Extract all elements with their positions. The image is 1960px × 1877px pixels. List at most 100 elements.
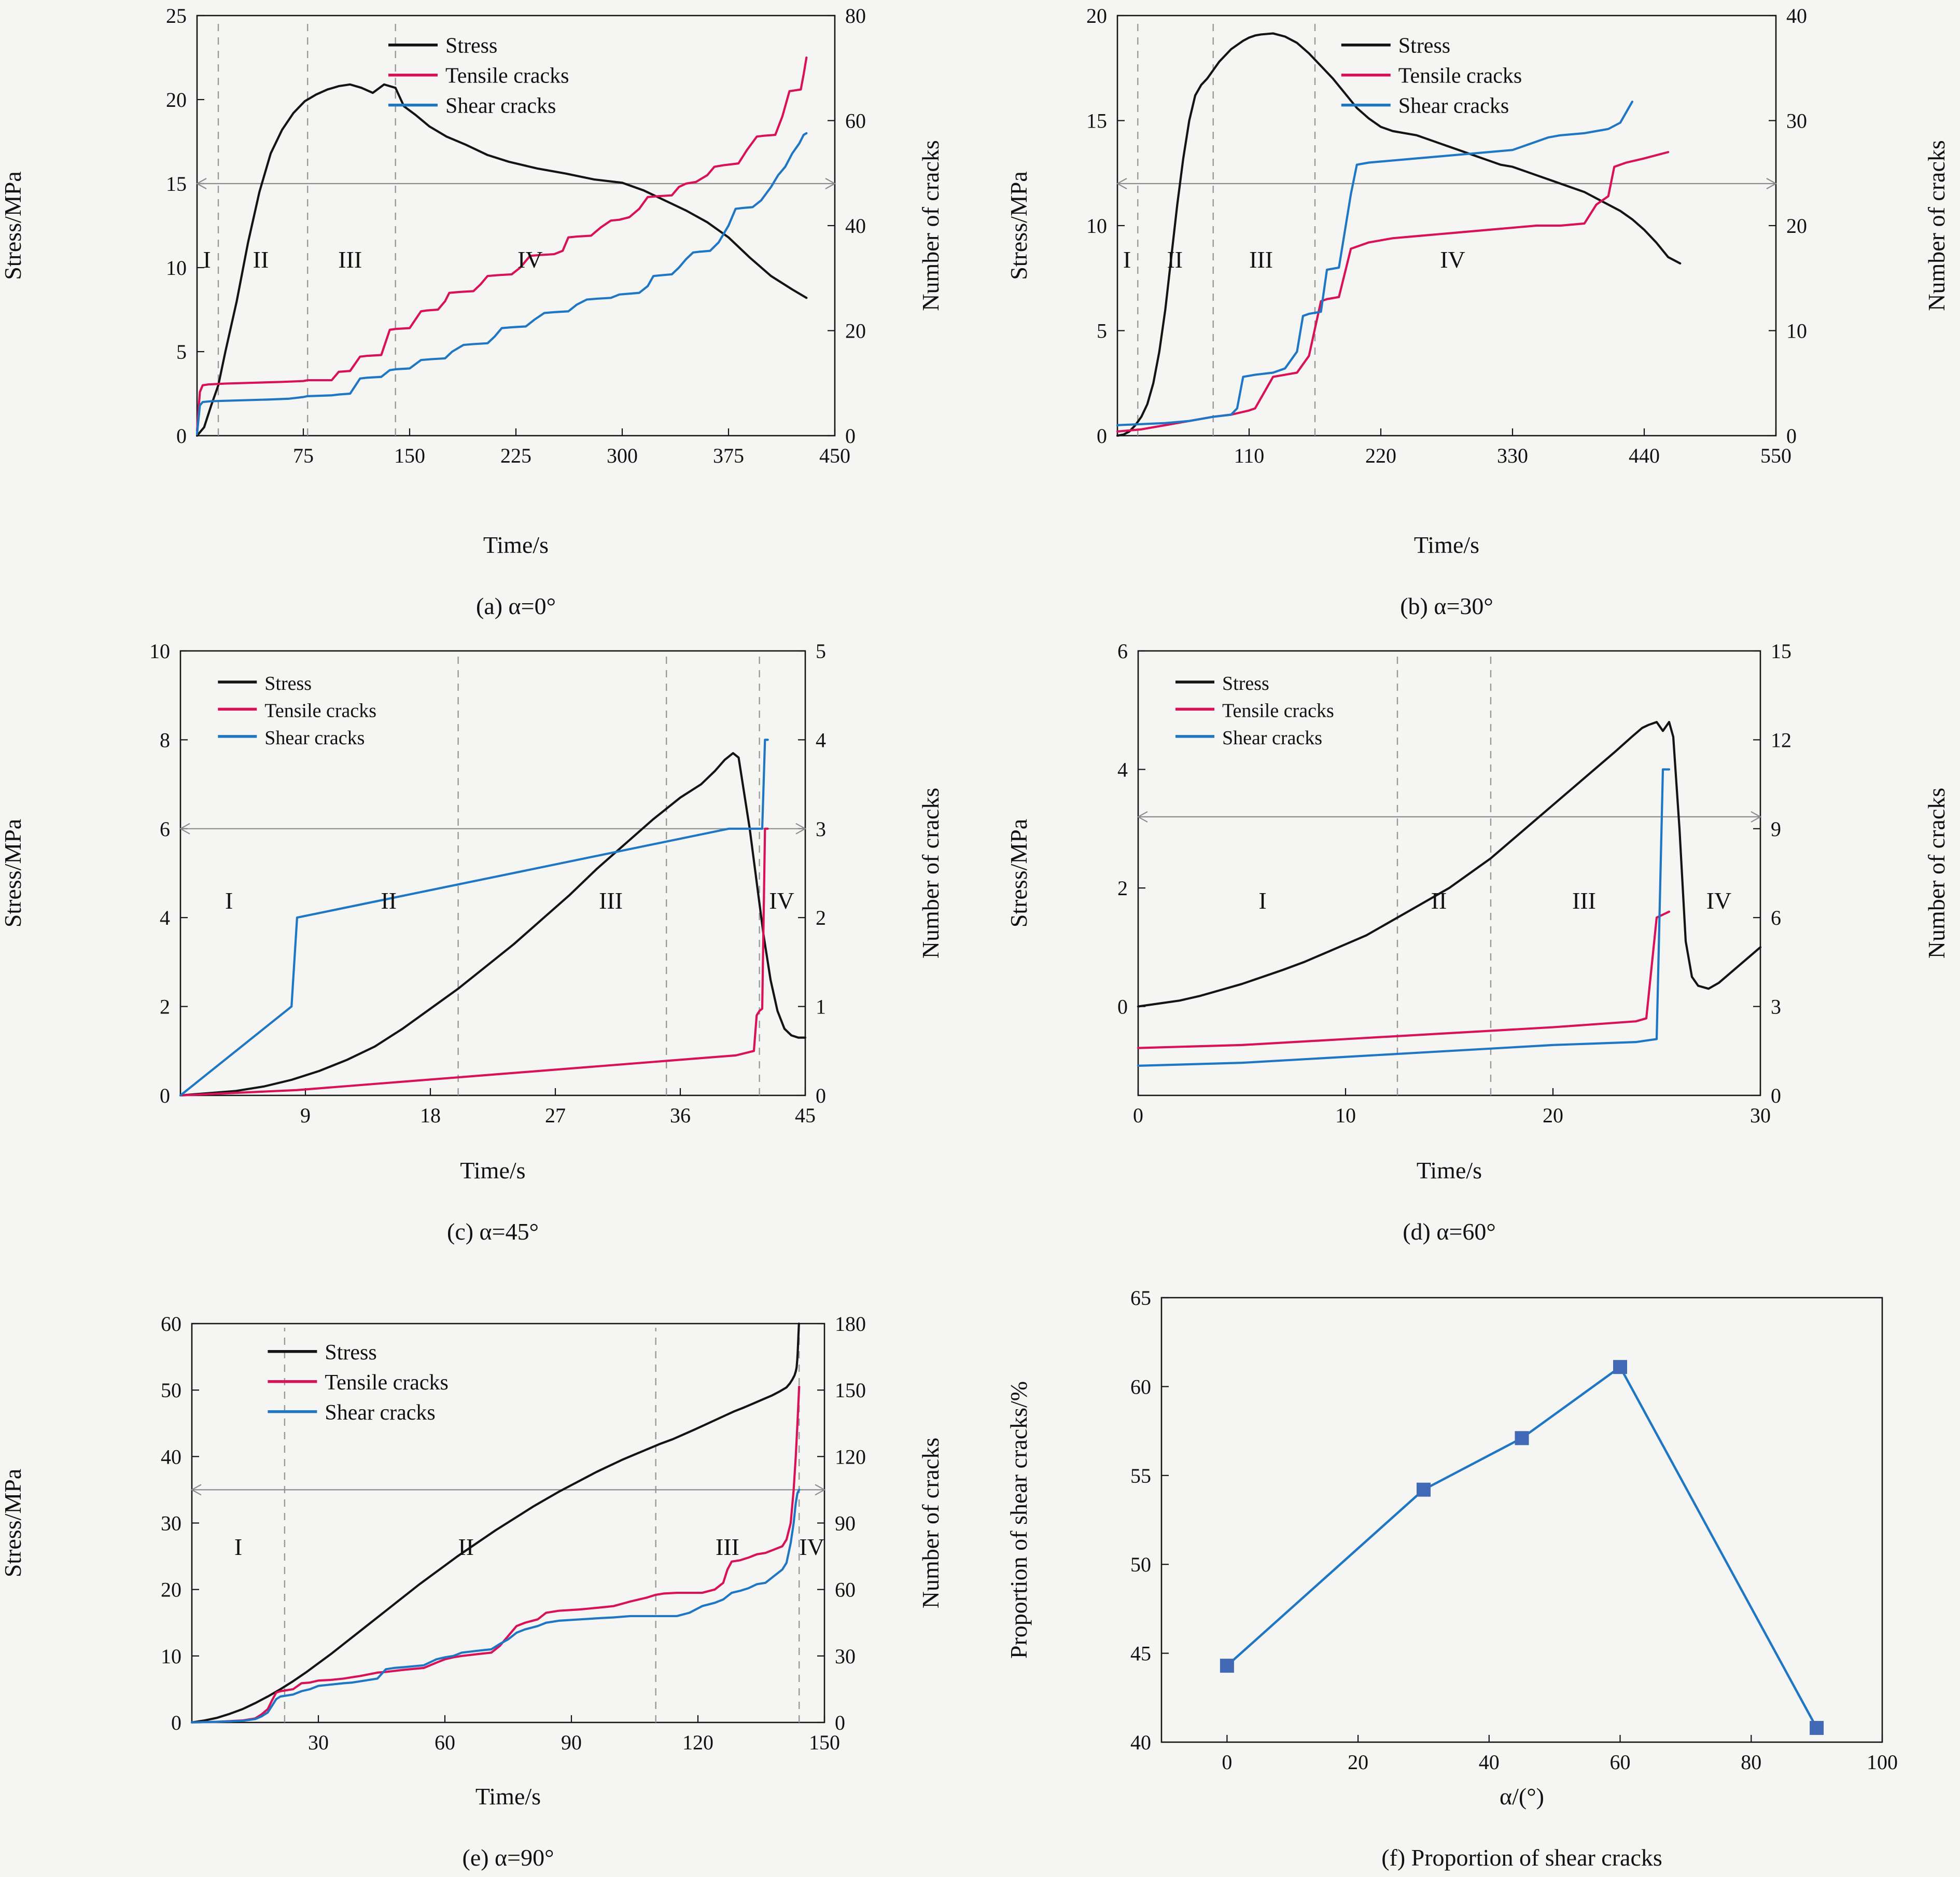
svg-text:IV: IV	[769, 887, 794, 914]
svg-text:60: 60	[435, 1731, 455, 1754]
svg-text:Shear cracks: Shear cracks	[1398, 94, 1509, 118]
svg-text:60: 60	[161, 1312, 181, 1336]
svg-text:0: 0	[1133, 1104, 1143, 1127]
svg-text:30: 30	[1750, 1104, 1771, 1127]
svg-text:Stress: Stress	[1398, 34, 1450, 58]
svg-text:Number of cracks: Number of cracks	[1923, 788, 1950, 959]
svg-text:36: 36	[670, 1104, 691, 1127]
svg-text:II: II	[381, 887, 397, 914]
svg-text:4: 4	[160, 906, 170, 929]
svg-text:9: 9	[300, 1104, 311, 1127]
svg-text:60: 60	[845, 109, 866, 133]
svg-text:15: 15	[166, 172, 187, 196]
svg-text:55: 55	[1130, 1464, 1151, 1487]
svg-text:5: 5	[1097, 319, 1107, 343]
svg-text:III: III	[1249, 246, 1273, 273]
svg-text:0: 0	[160, 1084, 170, 1107]
svg-text:45: 45	[795, 1104, 816, 1127]
svg-text:Number of cracks: Number of cracks	[1923, 140, 1950, 311]
svg-text:6: 6	[1771, 906, 1781, 929]
svg-text:180: 180	[835, 1312, 866, 1336]
svg-text:(b) α=30°: (b) α=30°	[1400, 593, 1493, 619]
svg-text:(f) Proportion of shear cracks: (f) Proportion of shear cracks	[1381, 1844, 1662, 1871]
svg-text:6: 6	[160, 817, 170, 841]
svg-text:20: 20	[161, 1578, 181, 1602]
svg-text:Stress: Stress	[1222, 673, 1269, 694]
svg-text:Shear cracks: Shear cracks	[264, 727, 365, 749]
svg-text:Time/s: Time/s	[1417, 1157, 1482, 1184]
svg-text:Number of cracks: Number of cracks	[917, 140, 944, 311]
svg-text:60: 60	[835, 1578, 856, 1602]
svg-text:40: 40	[1479, 1750, 1500, 1774]
svg-text:27: 27	[545, 1104, 566, 1127]
svg-text:18: 18	[420, 1104, 441, 1127]
svg-text:0: 0	[1222, 1750, 1232, 1774]
svg-text:65: 65	[1130, 1286, 1151, 1310]
svg-text:45: 45	[1130, 1642, 1151, 1665]
svg-text:Stress/MPa: Stress/MPa	[0, 171, 26, 280]
svg-text:0: 0	[845, 424, 856, 448]
svg-text:330: 330	[1497, 444, 1528, 467]
svg-text:IV: IV	[799, 1534, 824, 1560]
svg-text:I: I	[203, 246, 211, 273]
svg-text:IV: IV	[1440, 246, 1465, 273]
svg-text:Time/s: Time/s	[1414, 532, 1479, 558]
svg-text:1: 1	[816, 995, 826, 1019]
svg-text:30: 30	[1786, 109, 1807, 133]
svg-text:IV: IV	[517, 246, 543, 273]
svg-text:III: III	[338, 246, 362, 273]
svg-text:150: 150	[394, 444, 425, 467]
svg-text:I: I	[1123, 246, 1131, 273]
svg-text:80: 80	[845, 4, 866, 27]
svg-text:80: 80	[1741, 1750, 1761, 1774]
svg-text:Time/s: Time/s	[475, 1783, 541, 1810]
svg-text:10: 10	[149, 639, 170, 663]
svg-text:III: III	[1572, 887, 1596, 914]
svg-text:3: 3	[1771, 995, 1781, 1019]
svg-text:Tensile cracks: Tensile cracks	[325, 1371, 448, 1395]
svg-text:I: I	[225, 887, 233, 914]
svg-text:2: 2	[816, 906, 826, 929]
svg-text:Stress: Stress	[264, 673, 312, 694]
svg-text:40: 40	[161, 1445, 181, 1468]
svg-text:20: 20	[1086, 4, 1107, 27]
svg-text:15: 15	[1086, 109, 1107, 133]
svg-text:50: 50	[161, 1379, 181, 1402]
svg-text:220: 220	[1365, 444, 1396, 467]
svg-text:α/(°): α/(°)	[1500, 1783, 1544, 1810]
svg-text:0: 0	[816, 1084, 826, 1107]
svg-text:Tensile cracks: Tensile cracks	[1222, 700, 1334, 721]
svg-text:150: 150	[835, 1379, 866, 1402]
svg-text:Number of cracks: Number of cracks	[917, 788, 944, 959]
svg-text:0: 0	[1771, 1084, 1781, 1107]
svg-text:30: 30	[835, 1645, 856, 1668]
svg-text:Stress/MPa: Stress/MPa	[1006, 819, 1032, 928]
svg-text:2: 2	[160, 995, 170, 1019]
svg-text:8: 8	[160, 728, 170, 752]
svg-text:(a) α=0°: (a) α=0°	[476, 593, 556, 619]
svg-text:25: 25	[166, 4, 187, 27]
svg-text:I: I	[1258, 887, 1266, 914]
svg-text:0: 0	[171, 1711, 181, 1734]
svg-text:5: 5	[816, 639, 826, 663]
svg-text:60: 60	[1610, 1750, 1631, 1774]
svg-text:20: 20	[1348, 1750, 1368, 1774]
svg-text:III: III	[599, 887, 623, 914]
svg-text:20: 20	[166, 88, 187, 112]
svg-text:Time/s: Time/s	[483, 532, 549, 558]
svg-text:II: II	[1431, 887, 1447, 914]
svg-text:120: 120	[682, 1731, 713, 1754]
svg-text:(e) α=90°: (e) α=90°	[463, 1844, 554, 1871]
svg-text:4: 4	[816, 728, 826, 752]
svg-text:Stress/MPa: Stress/MPa	[0, 819, 26, 928]
svg-text:Time/s: Time/s	[460, 1157, 525, 1184]
svg-text:Stress/MPa: Stress/MPa	[1006, 171, 1032, 280]
svg-text:10: 10	[161, 1645, 181, 1668]
svg-text:375: 375	[713, 444, 744, 467]
svg-text:Proportion of shear cracks/%: Proportion of shear cracks/%	[1006, 1381, 1032, 1659]
svg-text:10: 10	[1086, 214, 1107, 238]
svg-text:Tensile cracks: Tensile cracks	[445, 64, 569, 88]
svg-text:Stress/MPa: Stress/MPa	[0, 1469, 26, 1578]
svg-text:20: 20	[1786, 214, 1807, 238]
svg-text:15: 15	[1771, 639, 1791, 663]
